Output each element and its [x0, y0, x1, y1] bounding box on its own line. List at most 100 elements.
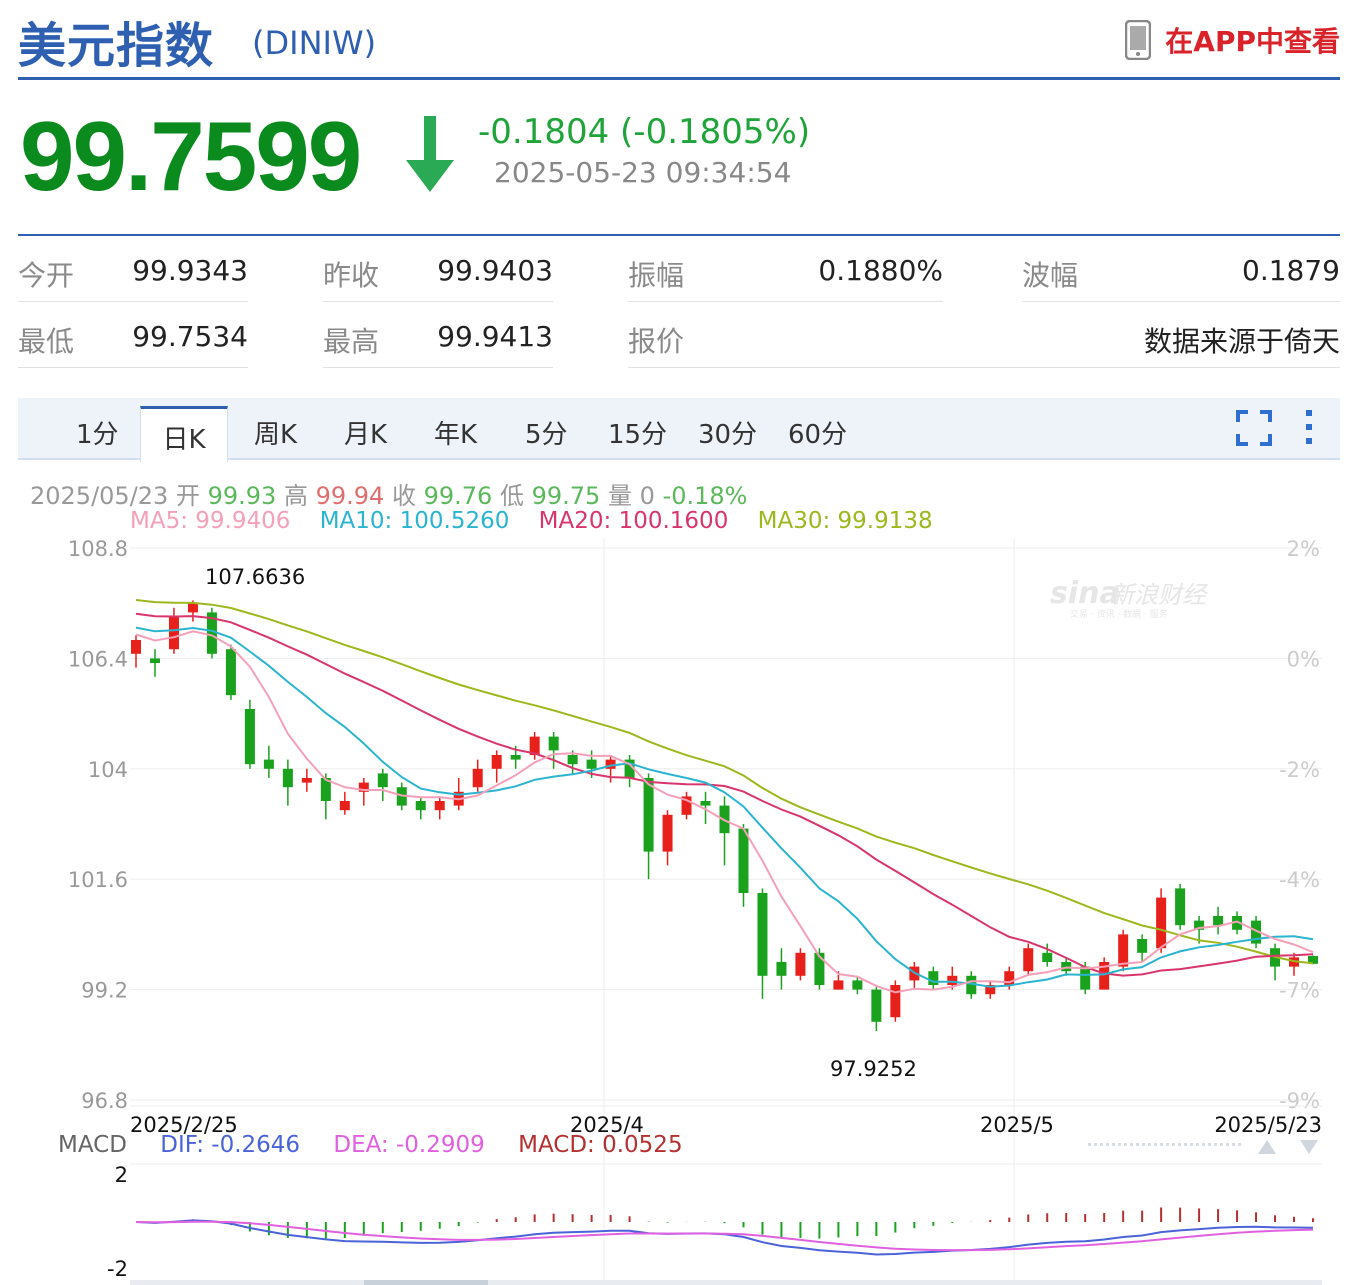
- candle-body: [757, 893, 767, 976]
- scroll-track-dot: [1202, 1143, 1205, 1146]
- macd-title: MACD: [58, 1132, 127, 1158]
- candle-body: [264, 760, 274, 769]
- scroll-track-dot: [1208, 1143, 1211, 1146]
- candle-body: [1156, 898, 1166, 949]
- low-annotation: 97.9252: [830, 1057, 917, 1081]
- scroll-track-dot: [1124, 1143, 1127, 1146]
- macd-dea: DEA: -0.2909: [333, 1132, 484, 1158]
- x-tick-label: 2025/5/23: [1214, 1113, 1322, 1137]
- y-tick-label: 108.8: [68, 537, 128, 561]
- candle-body: [871, 990, 881, 1022]
- macd-dif: DIF: -0.2646: [160, 1132, 300, 1158]
- scroll-track-dot: [1142, 1143, 1145, 1146]
- scroll-up-icon[interactable]: [1258, 1140, 1276, 1154]
- candle-body: [833, 980, 843, 989]
- scroll-track-dot: [1094, 1143, 1097, 1146]
- ma20-line: [136, 614, 1313, 976]
- candle-body: [795, 953, 805, 976]
- chart-scroll-controls[interactable]: [1088, 1140, 1318, 1154]
- sina-brand-text: 新浪财经: [1110, 581, 1209, 609]
- scroll-track-dot: [1154, 1143, 1157, 1146]
- scroll-track-dot: [1106, 1143, 1109, 1146]
- y-tick-pct-label: 0%: [1287, 647, 1320, 671]
- scroll-track-dot: [1190, 1143, 1193, 1146]
- y-tick-pct-label: -4%: [1279, 868, 1320, 892]
- macd-scrollbar: [130, 1280, 1322, 1285]
- candle-body: [245, 709, 255, 764]
- candle-body: [188, 603, 198, 612]
- y-tick-label: 99.2: [81, 979, 128, 1003]
- candle-body: [1175, 888, 1185, 925]
- candle-body: [169, 617, 179, 649]
- scroll-track-dot: [1214, 1143, 1217, 1146]
- candle-body: [226, 649, 236, 695]
- ma30-line: [136, 600, 1313, 963]
- candle-body: [302, 778, 312, 783]
- macd-info: MACD DIF: -0.2646 DEA: -0.2909 MACD: 0.0…: [58, 1132, 709, 1158]
- candle-body: [511, 755, 521, 760]
- y-tick-pct-label: 2%: [1287, 537, 1320, 561]
- scroll-track-dot: [1196, 1143, 1199, 1146]
- macd-hist: MACD: 0.0525: [518, 1132, 682, 1158]
- scroll-track-dot: [1088, 1143, 1091, 1146]
- candle-body: [435, 801, 445, 810]
- candle-body: [473, 769, 483, 787]
- candle-body: [131, 640, 141, 654]
- scroll-track-dot: [1136, 1143, 1139, 1146]
- scroll-track-dot: [1118, 1143, 1121, 1146]
- candle-body: [416, 801, 426, 810]
- candle-body: [947, 976, 957, 985]
- macd-scrollbar-thumb: [364, 1280, 488, 1285]
- candle-body: [1213, 916, 1223, 925]
- candle-body: [1080, 967, 1090, 990]
- macd-y-tick: 2: [115, 1163, 128, 1187]
- candle-body: [1137, 939, 1147, 953]
- scroll-track-dot: [1184, 1143, 1187, 1146]
- sina-finance-watermark: sina 新浪财经 交易 · 资讯 · 数据 · 服务: [1050, 576, 1209, 620]
- scroll-track-dot: [1178, 1143, 1181, 1146]
- scroll-down-icon[interactable]: [1300, 1140, 1318, 1154]
- scroll-track-dot: [1166, 1143, 1169, 1146]
- candle-body: [890, 985, 900, 1017]
- candle-body: [150, 658, 160, 663]
- y-tick-label: 106.4: [68, 647, 128, 671]
- candle-body: [340, 801, 350, 810]
- y-tick-label: 101.6: [68, 868, 128, 892]
- candle-body: [492, 755, 502, 769]
- scroll-track-dot: [1160, 1143, 1163, 1146]
- candle-body: [663, 815, 673, 852]
- dif-line: [136, 1220, 1313, 1254]
- candle-body: [1023, 948, 1033, 971]
- y-tick-label: 104: [88, 758, 128, 782]
- candle-body: [928, 971, 938, 985]
- candle-body: [776, 962, 786, 976]
- candle-body: [283, 769, 293, 787]
- scroll-track-dot: [1172, 1143, 1175, 1146]
- candle-body: [549, 737, 559, 751]
- scroll-track-dot: [1130, 1143, 1133, 1146]
- scroll-track-dot: [1148, 1143, 1151, 1146]
- scroll-track-dot: [1100, 1143, 1103, 1146]
- y-tick-pct-label: -2%: [1279, 758, 1320, 782]
- candle-body: [568, 755, 578, 764]
- candle-body: [587, 760, 597, 769]
- scroll-track-dot: [1238, 1143, 1241, 1146]
- candle-body: [1042, 953, 1052, 962]
- y-tick-label: 96.8: [81, 1089, 128, 1113]
- sina-tagline: 交易 · 资讯 · 数据 · 服务: [1070, 608, 1168, 620]
- scroll-track-dot: [1112, 1143, 1115, 1146]
- x-tick-label: 2025/5: [980, 1113, 1054, 1137]
- y-tick-pct-label: -9%: [1279, 1089, 1320, 1113]
- candle-body: [644, 778, 654, 852]
- high-annotation: 107.6636: [205, 565, 305, 589]
- scroll-track-dot: [1226, 1143, 1229, 1146]
- macd-y-tick: -2: [107, 1257, 128, 1281]
- candle-body: [1118, 934, 1128, 966]
- candle-body: [738, 829, 748, 893]
- candle-body: [378, 773, 388, 787]
- scroll-track-dot: [1220, 1143, 1223, 1146]
- y-tick-pct-label: -7%: [1279, 979, 1320, 1003]
- candle-body: [701, 801, 711, 806]
- scroll-track-dot: [1232, 1143, 1235, 1146]
